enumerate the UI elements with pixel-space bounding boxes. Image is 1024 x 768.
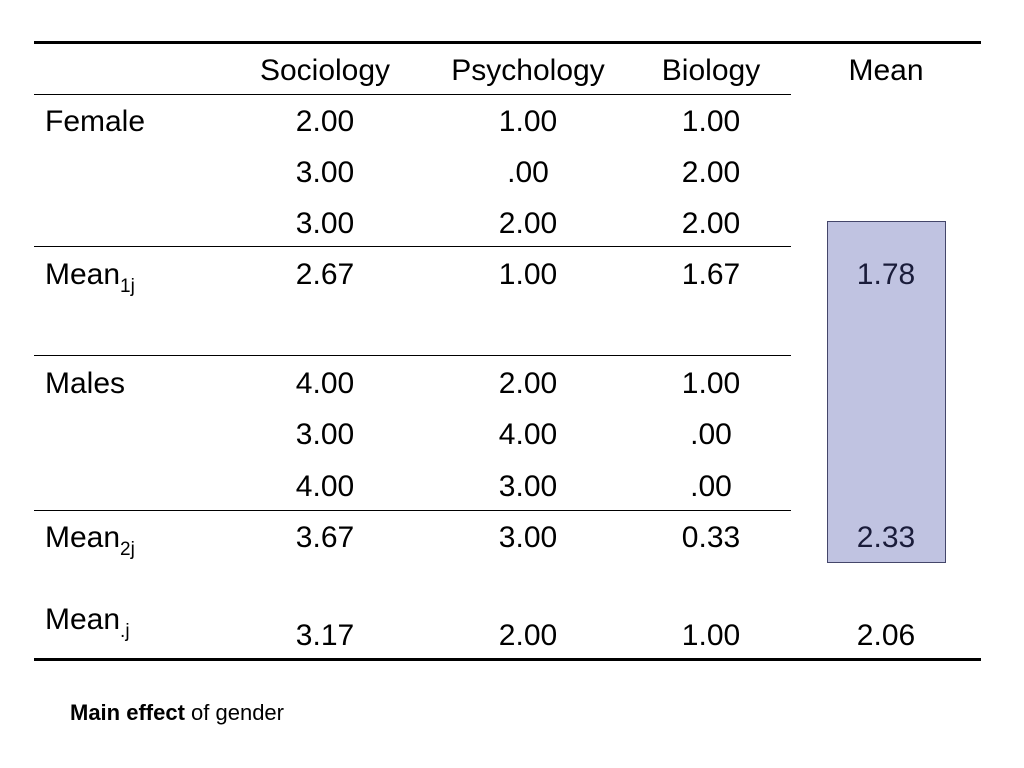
males-r1-sociology: 4.00: [295, 367, 355, 400]
female-r2-sociology: 3.00: [295, 156, 355, 189]
caption-rest: of gender: [184, 700, 284, 725]
males-bottom-rule: [34, 510, 791, 511]
grand-mean: 2.06: [856, 619, 916, 652]
row-label-males: Males: [45, 367, 126, 400]
female-r3-sociology: 3.00: [295, 207, 355, 240]
female-r1-psychology: 1.00: [498, 105, 558, 138]
row-means-highlight: [827, 221, 946, 563]
row-label-mean-1j: Mean1j: [45, 258, 135, 297]
mean1-psychology: 1.00: [498, 258, 558, 291]
males-r3-psychology: 3.00: [498, 470, 558, 503]
female-r2-psychology: .00: [507, 156, 549, 189]
mean-col-subscript: .j: [120, 621, 130, 642]
mean1-sociology: 2.67: [295, 258, 355, 291]
males-r1-biology: 1.00: [681, 367, 741, 400]
col-header-mean: Mean: [848, 54, 924, 87]
mean2-subscript: 2j: [120, 539, 135, 560]
row-label-mean-2j: Mean2j: [45, 521, 135, 560]
mean2-sociology: 3.67: [295, 521, 355, 554]
female-r1-biology: 1.00: [681, 105, 741, 138]
female-r1-sociology: 2.00: [295, 105, 355, 138]
mean1-bottom-rule: [34, 355, 791, 356]
mean1-biology: 1.67: [681, 258, 741, 291]
males-r2-biology: .00: [690, 418, 732, 451]
col-header-biology: Biology: [661, 54, 761, 87]
col-header-psychology: Psychology: [451, 54, 605, 87]
mean1-subscript: 1j: [120, 276, 135, 297]
mean2-label: Mean: [45, 521, 121, 554]
header-underline: [34, 94, 791, 95]
mean1-label: Mean: [45, 258, 121, 291]
female-r2-biology: 2.00: [681, 156, 741, 189]
males-r1-psychology: 2.00: [498, 367, 558, 400]
mean2-biology: 0.33: [681, 521, 741, 554]
caption-bold: Main effect: [70, 700, 185, 725]
row-label-female: Female: [45, 105, 146, 138]
mean-col-label: Mean: [45, 603, 121, 636]
caption: Main effect of gender: [70, 702, 284, 724]
males-r2-psychology: 4.00: [498, 418, 558, 451]
female-r3-psychology: 2.00: [498, 207, 558, 240]
col-header-sociology: Sociology: [259, 54, 391, 87]
males-r3-sociology: 4.00: [295, 470, 355, 503]
mean-col-psychology: 2.00: [498, 619, 558, 652]
males-r2-sociology: 3.00: [295, 418, 355, 451]
mean2-psychology: 3.00: [498, 521, 558, 554]
top-rule: [34, 41, 981, 44]
mean-col-biology: 1.00: [681, 619, 741, 652]
bottom-rule: [34, 658, 981, 661]
female-r3-biology: 2.00: [681, 207, 741, 240]
female-bottom-rule: [34, 246, 791, 247]
males-r3-biology: .00: [690, 470, 732, 503]
mean2-row-mean: 2.33: [856, 521, 916, 554]
mean1-row-mean: 1.78: [856, 258, 916, 291]
mean-col-sociology: 3.17: [295, 619, 355, 652]
row-label-mean-dot-j: Mean.j: [45, 603, 130, 642]
